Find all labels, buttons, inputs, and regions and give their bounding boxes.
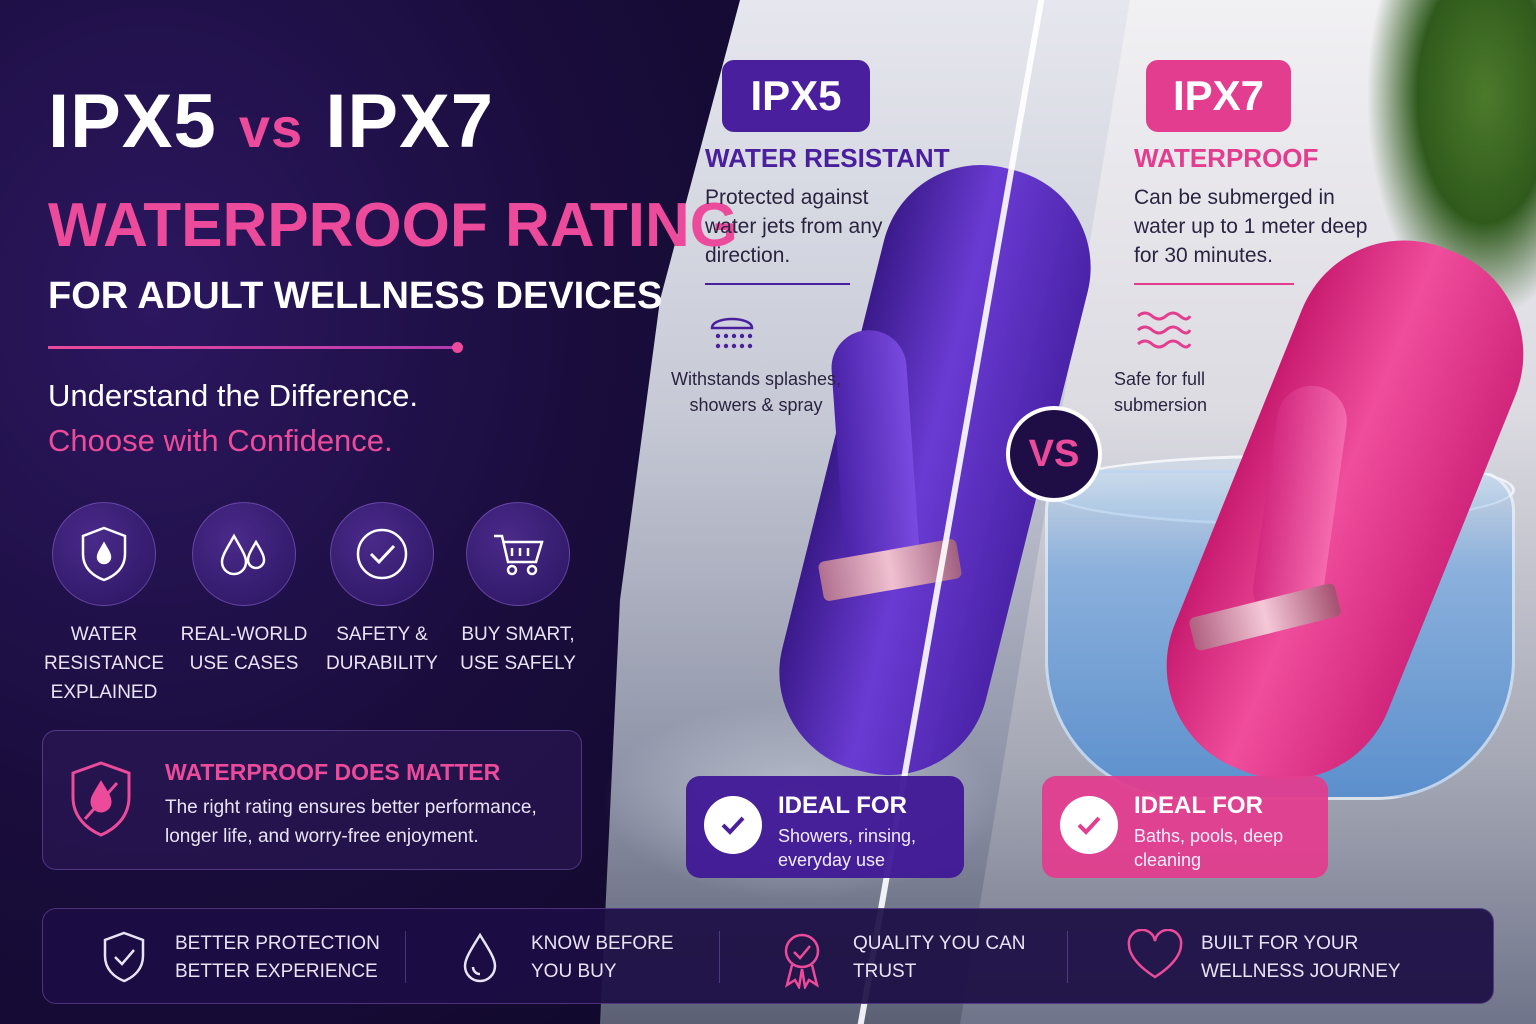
heart-icon [1125,928,1185,988]
ipx5-description: Protected against water jets from any di… [705,186,883,267]
ipx5-subtitle: WATER RESISTANT [705,143,950,173]
shield-drop-icon [52,502,156,606]
ipx7-ideal-body: Baths, pools, deep cleaning [1134,826,1284,870]
title-rule-dot [452,342,463,353]
feature-water-resistance: WATER RESISTANCE EXPLAINED [34,502,174,707]
waves-icon [1134,308,1192,357]
check-icon [704,796,762,854]
ipx5-ideal-card: IDEAL FOR Showers, rinsing, everyday use [686,776,964,878]
ipx7-note: Safe for full submersion [1114,369,1208,415]
title-line-3: FOR ADULT WELLNESS DEVICES [48,275,663,317]
footer-text: BUILT FOR YOUR WELLNESS JOURNEY [1201,933,1401,982]
footer-text: QUALITY YOU CAN TRUST [853,933,1026,982]
title-line-2: WATERPROOF RATING [48,191,738,260]
check-circle-icon [330,502,434,606]
ipx5-rule [705,283,850,285]
water-drops-icon [192,502,296,606]
ipx5-ideal-body: Showers, rinsing, everyday use [778,826,917,870]
shower-spray-icon [706,306,758,359]
footer-divider [1067,931,1068,983]
ipx7-rule [1134,283,1294,285]
footer-divider [719,931,720,983]
ipx7-badge: IPX7 [1146,60,1291,132]
feature-label: REAL-WORLD USE CASES [180,624,308,674]
water-drop-icon [455,929,505,990]
ipx7-ideal-card: IDEAL FOR Baths, pools, deep cleaning [1042,776,1328,878]
main-title: IPX5 vs IPX7 [48,78,494,165]
ipx5-badge: IPX5 [722,60,870,132]
matter-title: WATERPROOF DOES MATTER [165,759,501,785]
matter-body: The right rating ensures better performa… [165,797,537,847]
feature-safety: SAFETY & DURABILITY [312,502,452,678]
footer-text: BETTER PROTECTION BETTER EXPERIENCE [175,933,380,982]
feature-buy-smart: BUY SMART, USE SAFELY [448,502,588,678]
feature-use-cases: REAL-WORLD USE CASES [174,502,314,678]
feature-label: SAFETY & DURABILITY [326,624,438,674]
ipx7-subtitle: WATERPROOF [1134,143,1319,173]
feature-label: WATER RESISTANCE EXPLAINED [43,624,164,703]
check-icon [1060,796,1118,854]
shield-check-icon [99,929,149,990]
shopping-cart-icon [466,502,570,606]
footer-divider [405,931,406,983]
waterproof-matters-card: WATERPROOF DOES MATTER The right rating … [42,730,582,870]
ipx7-description: Can be submerged in water up to 1 meter … [1134,186,1368,267]
title-vs: vs [238,96,304,159]
ipx7-ideal-title: IDEAL FOR [1134,792,1263,819]
ipx5-note: Withstands splashes, showers & spray [670,369,842,415]
title-ipx7: IPX7 [325,79,495,164]
vs-badge: VS [1006,406,1102,502]
shield-crossed-drop-icon [65,759,137,844]
title-rule [48,346,458,349]
award-ribbon-icon [777,929,827,994]
footer-text: KNOW BEFORE YOU BUY [531,933,674,982]
tagline-2: Choose with Confidence. [48,423,393,458]
footer-bar: BETTER PROTECTION BETTER EXPERIENCE KNOW … [42,908,1494,1004]
tagline-1: Understand the Difference. [48,378,418,413]
ipx5-ideal-title: IDEAL FOR [778,792,907,819]
feature-label: BUY SMART, USE SAFELY [460,624,576,674]
title-ipx5: IPX5 [48,79,217,164]
